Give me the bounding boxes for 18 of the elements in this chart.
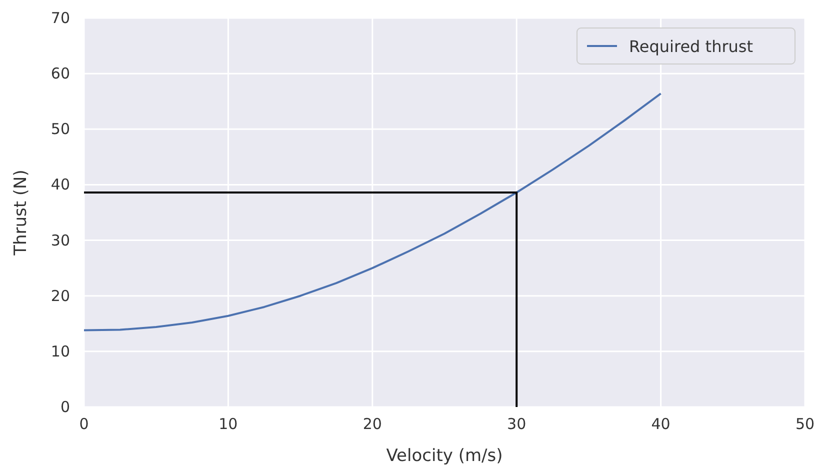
- y-tick-label: 20: [50, 286, 70, 305]
- x-axis-title: Velocity (m/s): [386, 446, 503, 466]
- y-tick-label: 40: [50, 176, 70, 194]
- y-tick-label: 30: [50, 231, 70, 250]
- x-tick-label: 10: [218, 415, 238, 433]
- x-tick-label: 50: [795, 415, 815, 433]
- y-tick-label: 0: [60, 398, 70, 416]
- y-tick-label: 10: [50, 342, 70, 360]
- y-tick-label: 70: [50, 9, 70, 27]
- x-tick-label: 20: [362, 415, 382, 433]
- x-tick-label: 30: [507, 415, 526, 433]
- y-tick-label: 60: [50, 64, 70, 83]
- line-series: [83, 92, 662, 332]
- legend-label: Required thrust: [629, 37, 754, 56]
- y-tick-label: 50: [50, 120, 70, 138]
- x-tick-label: 40: [651, 415, 670, 433]
- y-axis-title: Thrust (N): [11, 170, 31, 256]
- x-tick-label: 0: [79, 415, 89, 433]
